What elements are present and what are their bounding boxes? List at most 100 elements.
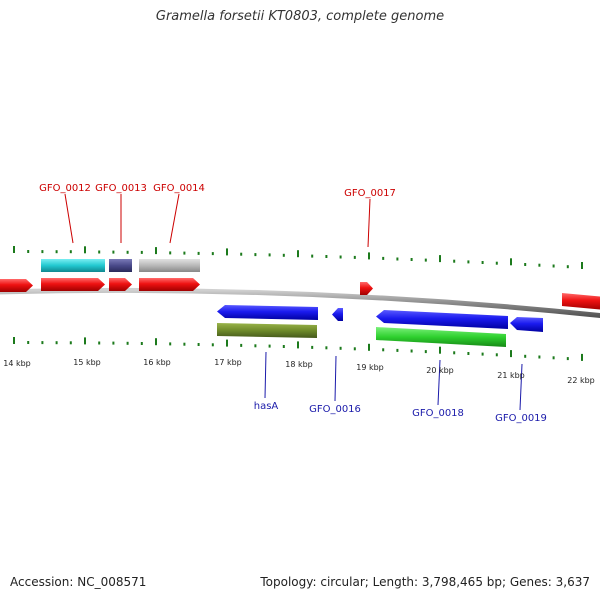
cds-arrow-gfo-0020[interactable] <box>562 293 600 310</box>
cds-arrow-gfo-0013[interactable] <box>109 278 132 291</box>
minor-tick <box>41 250 44 254</box>
minor-tick <box>268 253 271 257</box>
minor-tick <box>126 341 129 345</box>
forward-label-leaders <box>64 193 371 248</box>
minor-tick <box>424 350 427 354</box>
minor-tick <box>197 251 200 255</box>
cds-arrow-gfo-0019[interactable] <box>510 317 543 332</box>
gfo-0018-cog-bar[interactable] <box>376 327 506 347</box>
gene-label-gfo-0017[interactable]: GFO_0017 <box>344 188 396 199</box>
tick-row-upper <box>13 246 583 269</box>
minor-tick <box>240 343 243 347</box>
minor-tick <box>495 353 498 357</box>
major-tick <box>155 247 157 255</box>
reverse-gene-labels: hasA GFO_0016 GFO_0018 GFO_0019 <box>254 401 547 424</box>
minor-tick <box>524 354 527 358</box>
minor-tick <box>339 346 342 350</box>
minor-tick <box>98 341 101 345</box>
leader-gfo-0012 <box>64 193 74 244</box>
minor-tick <box>325 255 328 258</box>
cds-arrow-gfo-0011[interactable] <box>0 279 33 292</box>
minor-tick <box>524 263 527 266</box>
scale-label-19kbp: 19 kbp <box>356 363 384 372</box>
minor-tick <box>282 345 285 348</box>
minor-tick <box>282 253 285 257</box>
scale-label-14kbp: 14 kbp <box>3 359 31 368</box>
major-tick <box>297 341 299 349</box>
minor-tick <box>112 250 115 254</box>
cds-arrow-hasa[interactable] <box>217 305 318 320</box>
scale-label-20kbp: 20 kbp <box>426 366 454 375</box>
gene-label-hasa[interactable]: hasA <box>254 401 279 412</box>
major-tick <box>155 338 157 346</box>
minor-tick <box>353 347 356 351</box>
gene-label-gfo-0016[interactable]: GFO_0016 <box>309 404 361 415</box>
minor-tick <box>268 344 271 348</box>
scale-label-15kbp: 15 kbp <box>73 358 101 367</box>
genome-title: Gramella forsetii KT0803, complete genom… <box>155 9 445 24</box>
major-tick <box>368 252 370 260</box>
minor-tick <box>197 343 200 346</box>
cds-arrow-gfo-0018[interactable] <box>376 310 508 329</box>
minor-tick <box>382 348 385 352</box>
reverse-cds-track <box>217 305 543 332</box>
minor-tick <box>183 342 186 346</box>
forward-gene-labels: GFO_0012 GFO_0013 GFO_0014 GFO_0017 <box>39 183 396 199</box>
minor-tick <box>126 250 129 254</box>
minor-tick <box>481 352 484 356</box>
scale-label-16kbp: 16 kbp <box>143 358 171 367</box>
gene-label-gfo-0019[interactable]: GFO_0019 <box>495 413 547 424</box>
gene-label-gfo-0018[interactable]: GFO_0018 <box>412 408 464 419</box>
minor-tick <box>453 259 456 263</box>
minor-tick <box>410 349 413 353</box>
minor-tick <box>566 265 569 269</box>
leader-gfo-0014 <box>169 193 180 244</box>
cds-arrow-gfo-0017[interactable] <box>360 282 373 295</box>
major-tick <box>510 350 512 358</box>
scale-label-22kbp: 22 kbp <box>567 376 595 385</box>
cds-arrow-gfo-0016[interactable] <box>332 308 343 321</box>
minor-tick <box>467 260 470 264</box>
gene-label-gfo-0012[interactable]: GFO_0012 <box>39 183 91 194</box>
gfo-0014-cog-bar[interactable] <box>139 259 200 272</box>
minor-tick <box>254 344 257 348</box>
minor-tick <box>55 341 58 345</box>
minor-tick <box>339 255 342 259</box>
minor-tick <box>467 352 470 355</box>
minor-tick <box>240 252 243 256</box>
leader-hasa <box>264 351 267 399</box>
minor-tick <box>382 256 385 260</box>
scale-label-21kbp: 21 kbp <box>497 371 525 380</box>
major-tick <box>581 262 583 269</box>
scale-label-18kbp: 18 kbp <box>285 360 313 369</box>
leader-gfo-0019 <box>519 363 523 411</box>
gfo-0013-cog-bar[interactable] <box>109 259 132 272</box>
gene-label-gfo-0014[interactable]: GFO_0014 <box>153 183 205 194</box>
gene-label-gfo-0013[interactable]: GFO_0013 <box>95 183 147 194</box>
minor-tick <box>396 348 399 352</box>
minor-tick <box>183 251 186 255</box>
accession-label: Accession: NC_008571 <box>10 575 147 589</box>
hasa-cog-bar[interactable] <box>217 323 317 338</box>
gfo-0012-cog-bar[interactable] <box>41 259 105 272</box>
minor-tick <box>495 261 498 265</box>
reverse-label-leaders <box>264 351 523 411</box>
minor-tick <box>112 341 115 345</box>
minor-tick <box>41 341 44 345</box>
leader-gfo-0016 <box>334 355 337 402</box>
minor-tick <box>538 263 541 267</box>
minor-tick <box>211 252 214 256</box>
cds-arrow-gfo-0014[interactable] <box>139 278 200 291</box>
leader-gfo-0017 <box>367 198 371 248</box>
minor-tick <box>481 261 484 264</box>
major-tick <box>510 258 512 266</box>
major-tick <box>439 255 441 263</box>
minor-tick <box>254 253 257 257</box>
minor-tick <box>453 351 456 355</box>
cds-arrow-gfo-0012[interactable] <box>41 278 105 291</box>
major-tick <box>581 353 583 361</box>
minor-tick <box>140 250 143 254</box>
major-tick <box>84 246 86 254</box>
